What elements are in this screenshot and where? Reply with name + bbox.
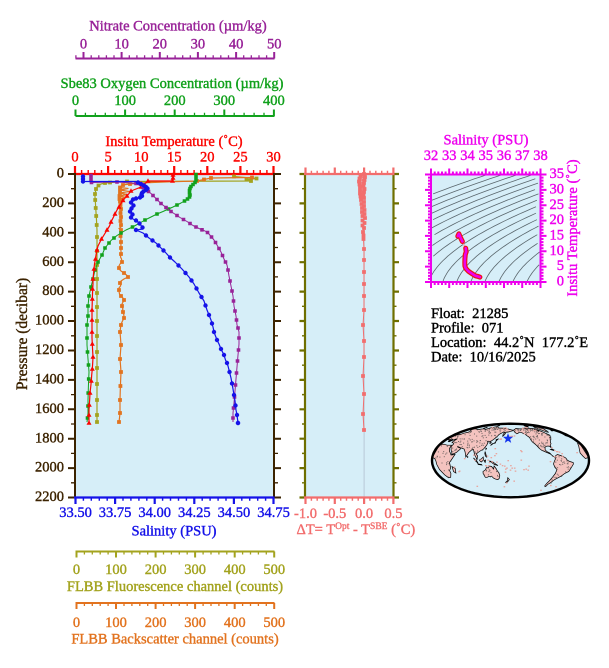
svg-text:Insitu Temperature (˚C): Insitu Temperature (˚C) — [105, 134, 242, 150]
svg-text:20: 20 — [200, 150, 215, 166]
svg-text:5: 5 — [557, 258, 564, 274]
svg-text:32: 32 — [424, 148, 439, 164]
svg-text:FLBB Fluorescence channel (cou: FLBB Fluorescence channel (counts) — [67, 579, 283, 595]
svg-text:0: 0 — [71, 150, 78, 166]
svg-text:0: 0 — [557, 274, 564, 290]
svg-text:0: 0 — [73, 615, 80, 631]
svg-text:20: 20 — [153, 37, 168, 53]
svg-text:30: 30 — [266, 150, 281, 166]
svg-text:50: 50 — [267, 37, 282, 53]
svg-text:30: 30 — [191, 37, 206, 53]
svg-text:-1.0: -1.0 — [294, 506, 317, 522]
svg-text:0.0: 0.0 — [355, 506, 373, 522]
svg-text:0: 0 — [57, 166, 64, 182]
svg-text:10: 10 — [550, 243, 565, 259]
svg-text:500: 500 — [263, 615, 285, 631]
svg-text:33.50: 33.50 — [59, 505, 92, 521]
svg-text:34.00: 34.00 — [138, 505, 171, 521]
svg-text:Location: 44.2˚N 177.2˚E: Location: 44.2˚N 177.2˚E — [431, 335, 588, 351]
svg-text:34.50: 34.50 — [218, 505, 251, 521]
svg-text:ΔT= TOpt - TSBE (˚C): ΔT= TOpt - TSBE (˚C) — [297, 522, 416, 538]
svg-text:300: 300 — [213, 93, 235, 109]
svg-text:35: 35 — [550, 166, 565, 182]
svg-text:200: 200 — [42, 195, 64, 211]
svg-text:Sbe83 Oxygen Concentration (µm: Sbe83 Oxygen Concentration (µm/kg) — [61, 76, 284, 92]
svg-text:400: 400 — [224, 562, 246, 578]
svg-text:200: 200 — [145, 562, 167, 578]
svg-text:0: 0 — [73, 562, 80, 578]
svg-text:1600: 1600 — [35, 401, 64, 417]
svg-text:Salinity (PSU): Salinity (PSU) — [444, 133, 529, 149]
svg-text:400: 400 — [42, 224, 64, 240]
svg-text:200: 200 — [145, 615, 167, 631]
svg-text:40: 40 — [229, 37, 244, 53]
svg-text:300: 300 — [184, 615, 206, 631]
svg-text:33: 33 — [442, 148, 457, 164]
svg-text:10: 10 — [114, 37, 129, 53]
svg-text:400: 400 — [224, 615, 246, 631]
svg-text:33.75: 33.75 — [99, 505, 132, 521]
svg-text:35: 35 — [479, 148, 494, 164]
svg-text:10: 10 — [134, 150, 149, 166]
svg-text:5: 5 — [104, 150, 111, 166]
svg-text:Nitrate Concentration (µm/kg): Nitrate Concentration (µm/kg) — [89, 19, 267, 35]
svg-text:1200: 1200 — [35, 342, 64, 358]
svg-text:FLBB Backscatter channel (coun: FLBB Backscatter channel (counts) — [71, 632, 279, 648]
svg-text:Profile: 071: Profile: 071 — [431, 321, 504, 337]
svg-text:Insitu Temperature (˚C): Insitu Temperature (˚C) — [565, 159, 581, 296]
svg-text:Salinity (PSU): Salinity (PSU) — [132, 524, 217, 540]
svg-text:100: 100 — [105, 615, 127, 631]
svg-text:37: 37 — [515, 148, 530, 164]
svg-text:30: 30 — [550, 182, 565, 198]
svg-text:Date: 10/16/2025: Date: 10/16/2025 — [431, 350, 536, 366]
svg-text:Float: 21285: Float: 21285 — [431, 306, 508, 322]
svg-text:34.25: 34.25 — [178, 505, 211, 521]
svg-text:800: 800 — [42, 283, 64, 299]
svg-text:25: 25 — [233, 150, 248, 166]
svg-text:100: 100 — [114, 93, 136, 109]
svg-text:1800: 1800 — [35, 430, 64, 446]
svg-text:-0.5: -0.5 — [323, 506, 346, 522]
svg-text:1400: 1400 — [35, 372, 64, 388]
svg-text:34: 34 — [460, 148, 475, 164]
svg-text:0.5: 0.5 — [384, 506, 402, 522]
svg-text:2000: 2000 — [35, 460, 64, 476]
svg-text:200: 200 — [164, 93, 186, 109]
svg-text:15: 15 — [167, 150, 182, 166]
svg-text:20: 20 — [550, 212, 565, 228]
svg-text:300: 300 — [184, 562, 206, 578]
svg-text:36: 36 — [497, 148, 512, 164]
svg-text:400: 400 — [263, 93, 285, 109]
svg-text:34.75: 34.75 — [257, 505, 290, 521]
svg-text:0: 0 — [80, 37, 87, 53]
svg-text:0: 0 — [72, 93, 79, 109]
svg-text:2200: 2200 — [35, 489, 64, 505]
svg-text:1000: 1000 — [35, 313, 64, 329]
svg-text:38: 38 — [533, 148, 548, 164]
svg-text:100: 100 — [105, 562, 127, 578]
svg-text:25: 25 — [550, 197, 565, 213]
svg-text:500: 500 — [263, 562, 285, 578]
svg-text:Pressure (decibar): Pressure (decibar) — [14, 278, 31, 390]
svg-text:600: 600 — [42, 254, 64, 270]
svg-text:15: 15 — [550, 228, 565, 244]
